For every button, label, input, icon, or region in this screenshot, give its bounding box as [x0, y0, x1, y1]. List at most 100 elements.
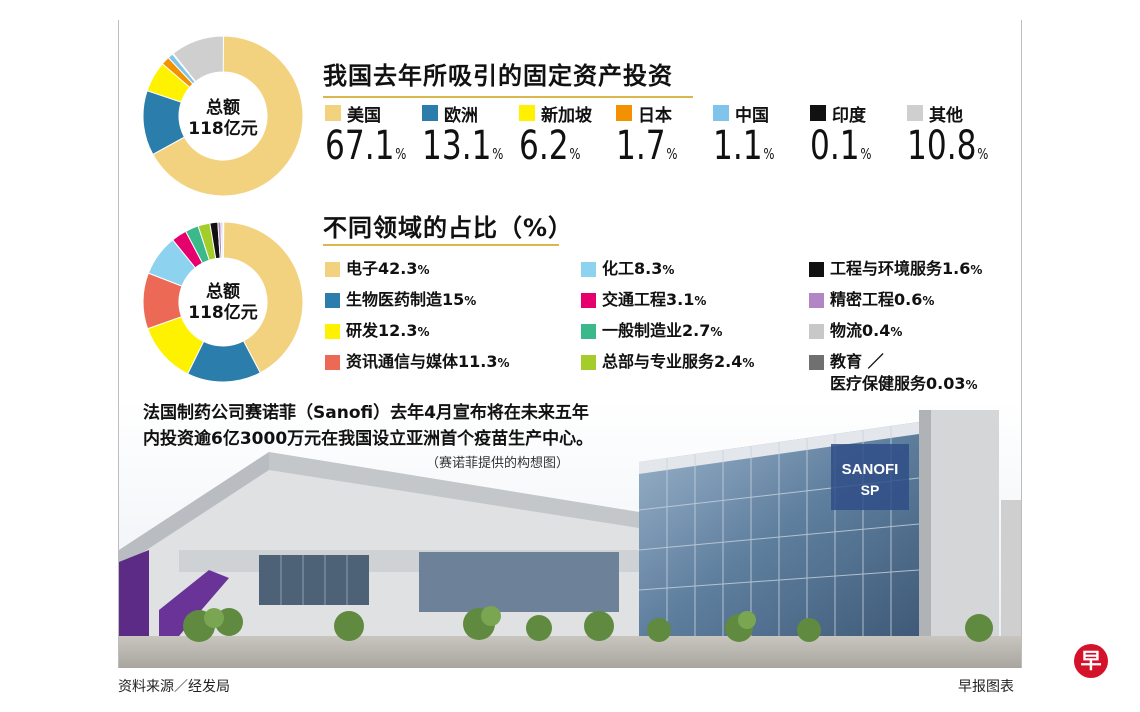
- sector-legend-item: 化工8.3%: [581, 258, 674, 281]
- sector-donut-center-label: 总额 118亿元: [176, 282, 270, 324]
- legend-label: 美国: [347, 105, 381, 126]
- legend-label: 一般制造业: [602, 321, 683, 340]
- legend-label: 欧洲: [444, 105, 478, 126]
- legend-swatch: [325, 293, 340, 308]
- photo-sign-sp: SP: [861, 482, 880, 498]
- sector-legend-item: 物流0.4%: [809, 320, 902, 343]
- legend-swatch: [581, 324, 596, 339]
- legend-swatch: [809, 324, 824, 339]
- donut-hole: [179, 258, 267, 346]
- legend-value: 12.3%: [378, 321, 430, 340]
- legend-label: 其他: [929, 105, 963, 126]
- zaobao-logo: 早: [1074, 644, 1108, 678]
- legend-value: 0.1%: [810, 123, 872, 169]
- legend-label: 物流: [830, 321, 863, 340]
- country-legend-item: 新加坡 6.2%: [519, 102, 615, 176]
- legend-value: 0.4%: [862, 321, 903, 340]
- legend-value: 10.8%: [907, 123, 989, 169]
- legend-label: 总部与专业服务: [602, 352, 715, 371]
- legend-label: 日本: [638, 105, 672, 126]
- legend-value: 11.3%: [458, 352, 510, 371]
- sector-legend-item: 教育 ／医疗保健服务0.03%: [809, 351, 978, 396]
- country-donut-chart: [142, 35, 304, 197]
- legend-value: 13.1%: [422, 123, 504, 169]
- sector-legend-item: 交通工程3.1%: [581, 289, 706, 312]
- legend-swatch: [907, 105, 923, 121]
- donut-slice-11: [222, 221, 225, 259]
- donut-hole: [179, 72, 267, 160]
- legend-label: 化工: [602, 259, 635, 278]
- sector-chart-title: 不同领域的占比（%）: [323, 214, 574, 242]
- legend-value: 6.2%: [519, 123, 581, 169]
- country-legend-item: 其他 10.8%: [907, 102, 1003, 176]
- country-legend-item: 美国 67.1%: [325, 102, 421, 176]
- photo-sign-sanofi: SANOFI: [842, 461, 899, 478]
- legend-swatch: [325, 324, 340, 339]
- legend-swatch: [809, 355, 824, 370]
- sector-legend-item: 总部与专业服务2.4%: [581, 351, 754, 374]
- legend-label: 资讯通信与媒体: [346, 352, 459, 371]
- center-label-amount: 118亿元: [188, 119, 258, 139]
- legend-swatch: [519, 105, 535, 121]
- legend-label: 新加坡: [541, 105, 592, 126]
- legend-value: 1.6%: [942, 259, 983, 278]
- country-donut-center-label: 总额 118亿元: [176, 98, 270, 140]
- legend-value: 1.7%: [616, 123, 678, 169]
- photo-caption: 法国制药公司赛诺菲（Sanofi）去年4月宣布将在未来五年 内投资逾6亿3000…: [143, 400, 663, 452]
- caption-line-1: 法国制药公司赛诺菲（Sanofi）去年4月宣布将在未来五年: [143, 403, 589, 423]
- title-rule: [323, 244, 559, 246]
- legend-swatch: [713, 105, 729, 121]
- legend-value: 2.4%: [714, 352, 755, 371]
- legend-swatch: [581, 293, 596, 308]
- sanofi-facility-rendering: SANOFI SP: [119, 400, 1021, 668]
- center-label-total: 总额: [206, 282, 240, 302]
- legend-value: 8.3%: [634, 259, 675, 278]
- sector-legend-item: 一般制造业2.7%: [581, 320, 722, 343]
- legend-value: 15%: [442, 290, 477, 309]
- sector-donut-chart: [142, 221, 304, 383]
- title-rule: [323, 96, 693, 98]
- country-legend-item: 中国 1.1%: [713, 102, 809, 176]
- country-legend-item: 日本 1.7%: [616, 102, 712, 176]
- legend-label: 精密工程: [830, 290, 895, 309]
- legend-swatch: [325, 355, 340, 370]
- sector-legend-item: 精密工程0.6%: [809, 289, 934, 312]
- sector-legend-item: 工程与环境服务1.6%: [809, 258, 982, 281]
- legend-label: 中国: [735, 105, 769, 126]
- country-chart-title: 我国去年所吸引的固定资产投资: [323, 62, 673, 90]
- legend-label: 教育 ／: [830, 352, 884, 371]
- sector-legend-item: 研发12.3%: [325, 320, 430, 343]
- source-note: 资料来源／经发局: [118, 679, 230, 695]
- sector-legend-item: 资讯通信与媒体11.3%: [325, 351, 510, 374]
- legend-label: 印度: [832, 105, 866, 126]
- infographic: SANOFI SP 总额 118亿元 我国去年所吸引的固定资产投资 美国 67.1…: [118, 20, 1022, 668]
- legend-swatch: [581, 355, 596, 370]
- legend-label: 工程与环境服务: [830, 259, 943, 278]
- sector-legend-item: 生物医药制造15%: [325, 289, 476, 312]
- legend-swatch: [616, 105, 632, 121]
- legend-value: 42.3%: [378, 259, 430, 278]
- country-legend-item: 欧洲 13.1%: [422, 102, 518, 176]
- legend-value: 0.6%: [894, 290, 935, 309]
- legend-swatch: [325, 262, 340, 277]
- legend-swatch: [581, 262, 596, 277]
- legend-swatch: [809, 262, 824, 277]
- legend-swatch: [325, 105, 341, 121]
- legend-value: 1.1%: [713, 123, 775, 169]
- country-legend-item: 印度 0.1%: [810, 102, 906, 176]
- center-label-total: 总额: [206, 98, 240, 118]
- center-label-amount: 118亿元: [188, 303, 258, 323]
- legend-swatch: [422, 105, 438, 121]
- legend-label: 生物医药制造: [346, 290, 443, 309]
- legend-value: 0.03%: [926, 374, 978, 393]
- legend-value: 67.1%: [325, 123, 407, 169]
- legend-label: 研发: [346, 321, 379, 340]
- sector-legend-item: 电子42.3%: [325, 258, 430, 281]
- legend-swatch: [810, 105, 826, 121]
- legend-value: 3.1%: [666, 290, 707, 309]
- caption-line-2: 内投资逾6亿3000万元在我国设立亚洲首个疫苗生产中心。: [143, 429, 594, 449]
- legend-label: 交通工程: [602, 290, 667, 309]
- legend-label: 电子: [346, 259, 379, 278]
- legend-swatch: [809, 293, 824, 308]
- graphic-credit: 早报图表: [958, 679, 1014, 695]
